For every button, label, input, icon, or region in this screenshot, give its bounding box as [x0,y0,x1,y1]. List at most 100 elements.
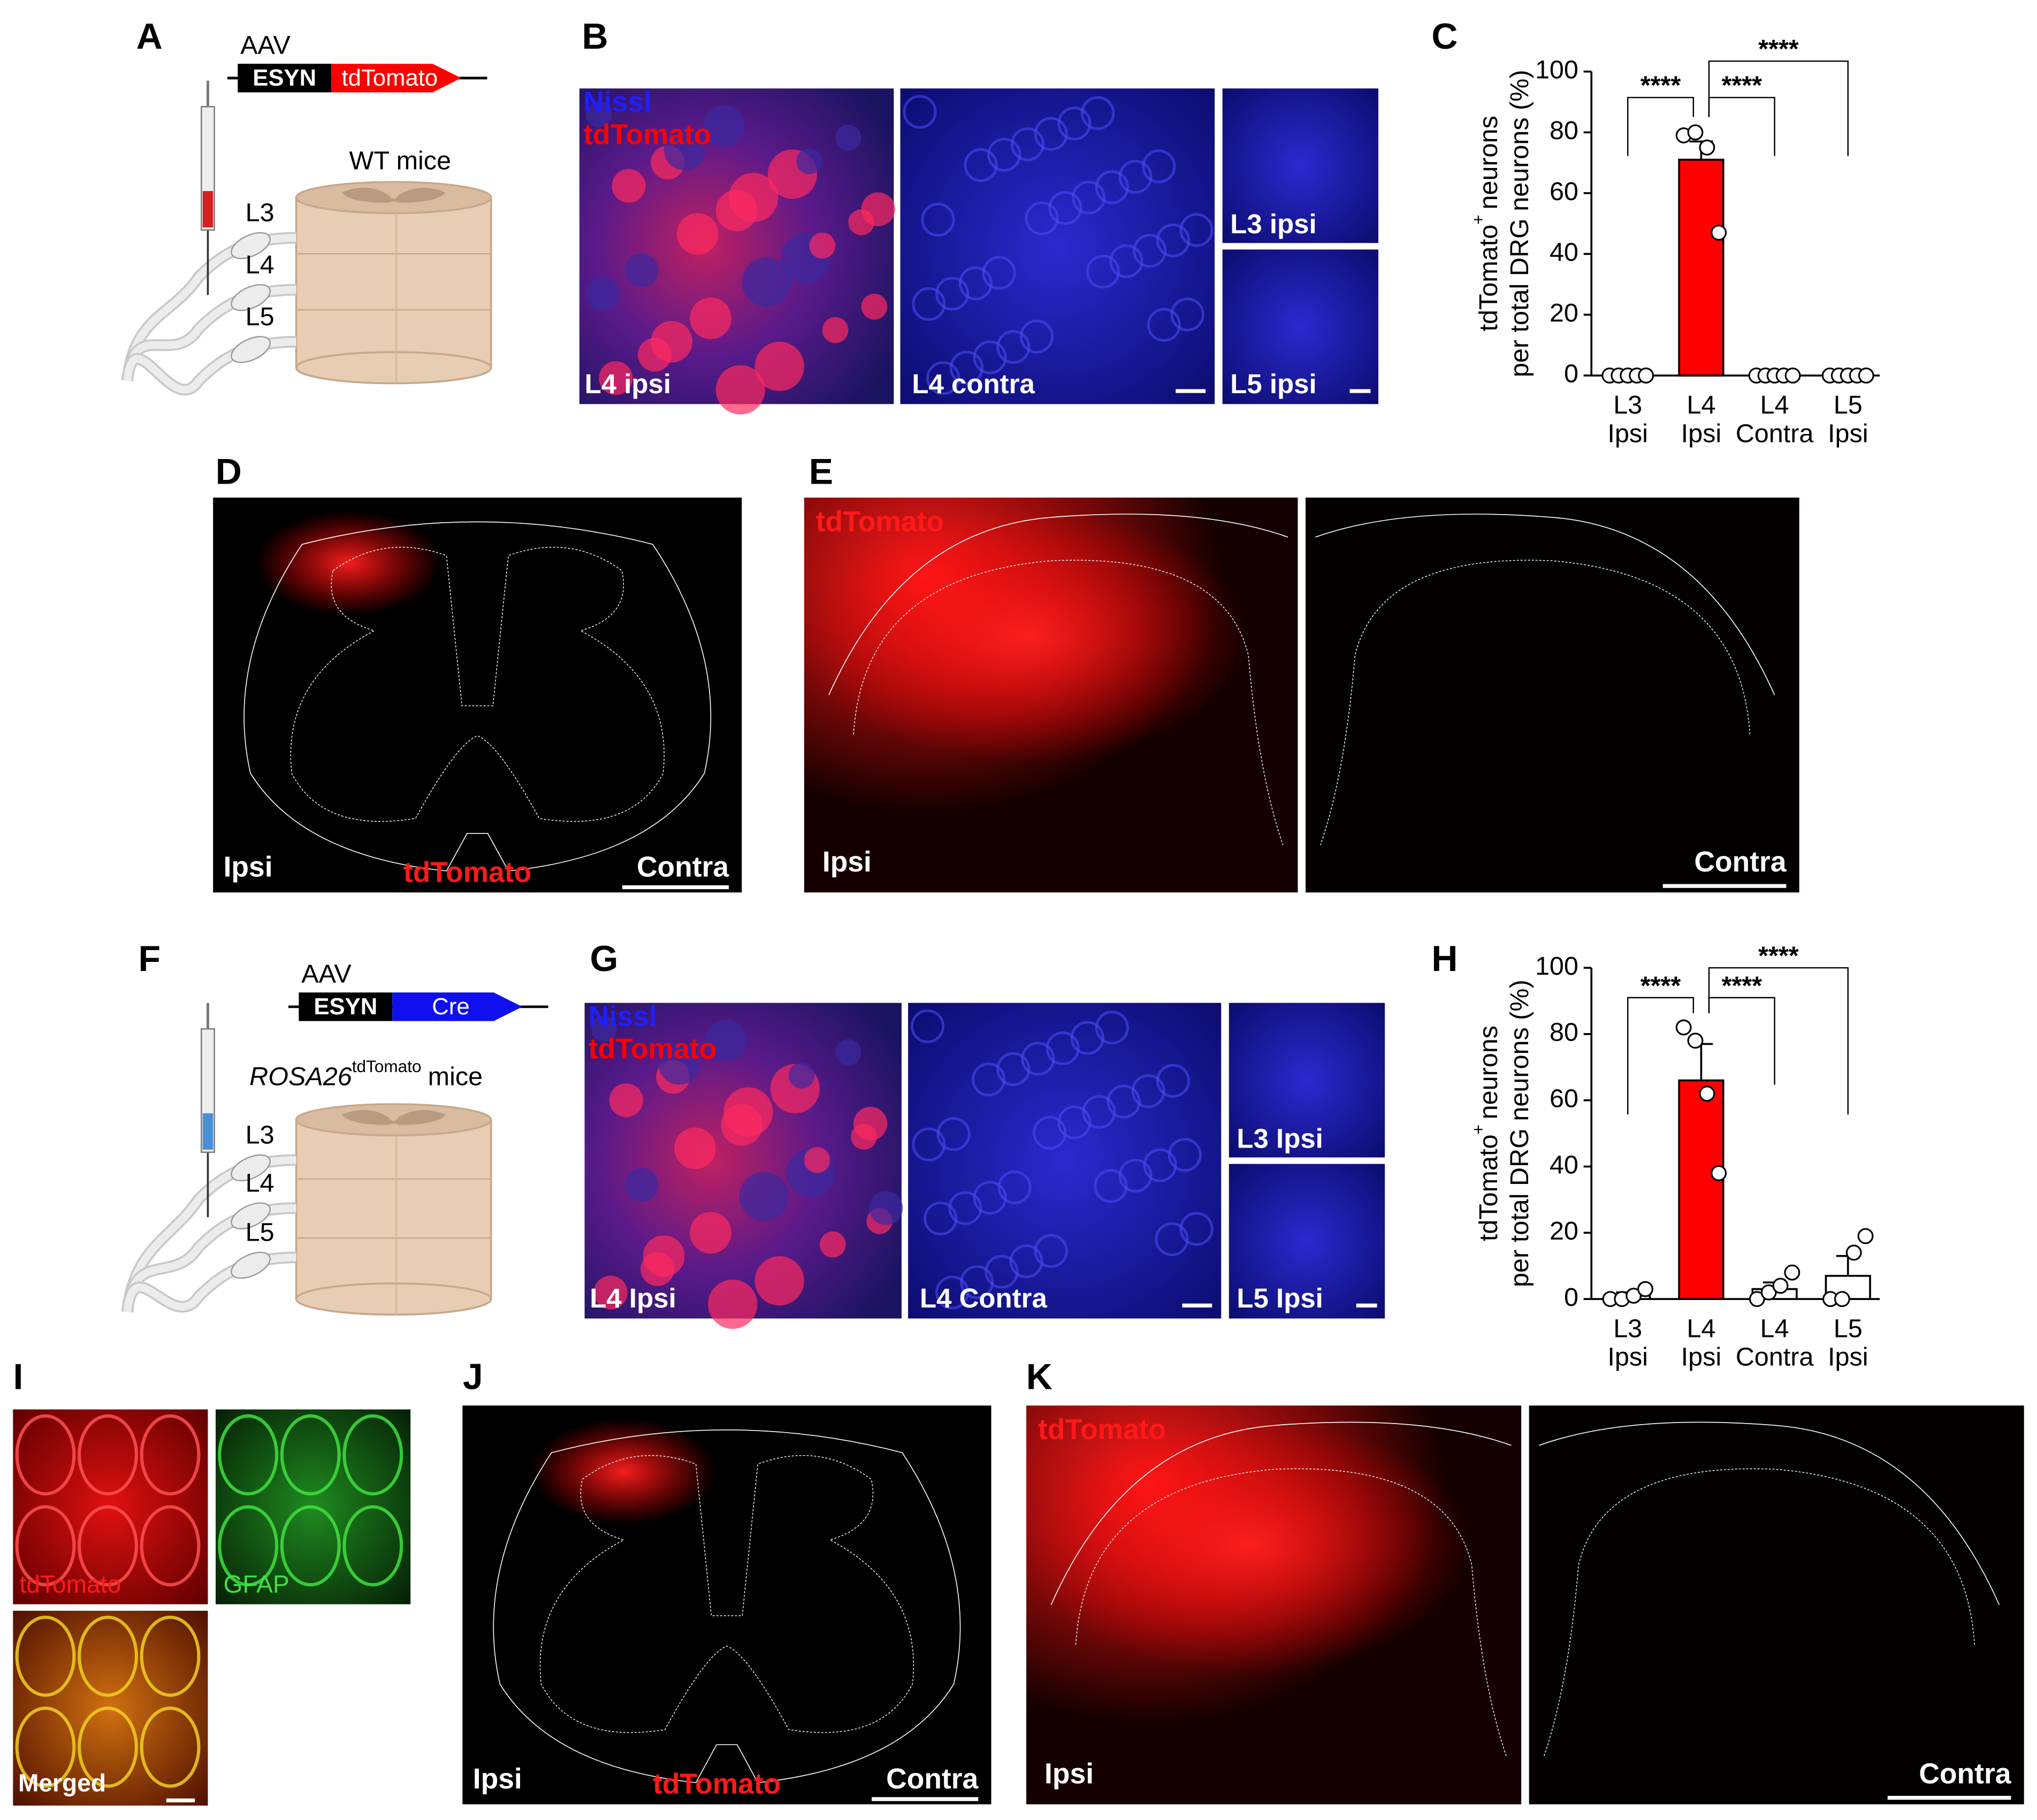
cell [958,266,993,301]
cell [609,1083,643,1118]
cell-outline [78,1414,138,1496]
x-tick-label: L3 [1613,1314,1642,1343]
cell [624,253,659,287]
cell [869,1191,903,1225]
syringe-fluid [202,191,213,228]
cell [612,169,646,203]
significance-bracket [1708,967,1849,1115]
mice-label: WT mice [349,147,452,175]
significance-label: **** [1758,941,1799,970]
y-label-sup: + [1469,1125,1488,1134]
cell [1118,159,1153,194]
cell [1019,319,1054,354]
cell [903,95,937,129]
white-matter-border [1539,1422,1999,1605]
micrograph [1222,88,1379,243]
gene-arrow [331,64,461,93]
x-tick-label: Ipsi [1607,419,1648,448]
cell [1021,1042,1055,1076]
cell [585,277,620,311]
mice-line: ROSA26 [249,1062,352,1091]
cell [651,320,693,363]
x-tick-label: L4 [1760,391,1789,419]
level-label: L5 [246,1218,274,1247]
cell-outline [78,1706,138,1788]
cell [973,340,1007,374]
cell [1142,149,1176,183]
cell [861,293,888,320]
x-tick-label: Ipsi [1681,419,1722,448]
cell [593,1275,628,1310]
image-label: tdTomato [19,1570,121,1598]
significance-bracket [1627,97,1695,156]
stain-label: tdTomato [583,119,711,150]
data-point [1749,1291,1765,1307]
y-tick-label: 100 [1535,952,1578,981]
level-label: L3 [246,1121,274,1150]
gene: Cre [432,993,469,1020]
side-label: Contra [1919,1758,2011,1790]
cell [690,297,731,339]
cell [1155,1222,1189,1257]
side-label: Contra [637,852,729,883]
image-label: L4 Contra [920,1283,1048,1313]
x-tick-label: Ipsi [1828,419,1868,448]
cell [1057,1105,1092,1140]
image-label: L3 ipsi [1230,209,1316,239]
significance-label: **** [1721,71,1762,100]
panel-letter: A [136,16,163,57]
y-tick-label: 80 [1550,1018,1578,1047]
drg [231,1202,271,1230]
stain-label: tdTomato [589,1034,716,1065]
white-matter-border [829,514,1288,695]
cord-top [295,1103,492,1137]
cell-outline [280,1414,341,1496]
horn-outline [829,514,1288,845]
data-point [1845,1244,1862,1261]
cord-body [295,1119,492,1300]
cell [926,361,960,395]
x-tick-label: Ipsi [1681,1343,1722,1372]
panel-letter: D [216,451,242,492]
cell [1143,1148,1177,1182]
x-tick-label: Ipsi [1607,1343,1648,1372]
x-tick-label: L4 [1687,391,1715,419]
stain-label: Nissl [589,1001,657,1033]
cell [1034,1234,1068,1268]
x-tick-label: L5 [1834,1314,1863,1343]
y-tick-label: 0 [1564,360,1578,388]
cell [935,277,970,311]
stain-label: Nissl [583,87,652,118]
x-tick-label: L3 [1613,391,1642,419]
cell [739,1172,789,1221]
panel-letter: H [1431,938,1458,979]
cell [754,1256,804,1306]
cell [1081,96,1115,131]
y-axis-label: per total DRG neurons (%) [1505,980,1534,1287]
cell [820,1231,846,1258]
cell [1034,117,1068,151]
y-axis-label: per total DRG neurons (%) [1505,70,1534,377]
cell [835,125,861,151]
image-label: GFAP [224,1570,289,1598]
promoter: ESYN [314,993,377,1020]
cord-bottom [295,351,492,385]
level-label: L4 [246,1168,274,1197]
vector: AAV [301,959,352,988]
promoter-box [238,64,332,93]
y-tick-label: 20 [1550,299,1578,327]
mice-word: mice [428,1062,483,1091]
image-label: L5 ipsi [1230,369,1316,399]
cell [985,1255,1019,1289]
cell [987,137,1021,172]
cell [1131,1074,1165,1108]
cell [809,232,836,259]
micrograph [1222,249,1379,404]
y-axis-label: tdTomato+ neurons [1469,1026,1503,1241]
cell [1057,106,1092,141]
image-label: L4 Ipsi [590,1283,676,1313]
panel-letter: F [138,938,161,979]
micrograph [1229,1164,1385,1319]
section-outline [244,510,711,871]
